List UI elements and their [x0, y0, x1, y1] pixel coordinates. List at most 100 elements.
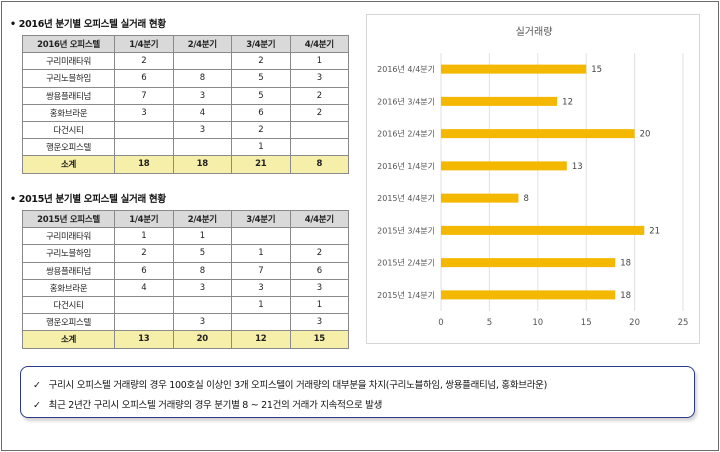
table-cell — [231, 313, 291, 332]
table-cell: 3 — [172, 86, 232, 105]
column-header: 2/4분기 — [172, 34, 232, 54]
total-label: 소계 — [22, 155, 115, 174]
row-label: 행운오피스텔 — [22, 313, 115, 332]
table-row: 행운오피스텔 3 3 — [22, 313, 349, 332]
total-cell: 20 — [172, 330, 232, 349]
table-cell: 3 — [289, 278, 349, 297]
table-2015: 2015년 오피스텔 1/4분기 2/4분기 3/4분기 4/4분기 구리미래타워 1 1 구리… — [22, 209, 349, 349]
y-tick-label: 2016년 1/4분기 — [377, 161, 435, 171]
table-cell: 6 — [114, 261, 174, 280]
bar — [441, 64, 587, 74]
table-cell: 3 — [289, 69, 349, 88]
column-header: 3/4분기 — [231, 209, 291, 229]
table-cell — [289, 138, 349, 157]
row-label: 구리미래타워 — [22, 52, 115, 71]
data-label: 21 — [649, 226, 660, 236]
table-cell: 7 — [231, 261, 291, 280]
table-row: 홍화브라운 4 3 3 3 — [22, 278, 349, 297]
y-tick-label: 2016년 4/4분기 — [377, 64, 435, 74]
row-label: 구리미래타워 — [22, 227, 115, 246]
column-header: 3/4분기 — [231, 34, 291, 54]
table-cell: 2 — [289, 86, 349, 105]
table-cell: 4 — [172, 103, 232, 122]
table-cell — [172, 138, 232, 157]
bar — [441, 193, 519, 203]
data-label: 13 — [572, 162, 583, 172]
table-cell: 6 — [231, 103, 291, 122]
bar — [441, 161, 567, 171]
y-tick-label: 2015년 4/4분기 — [377, 193, 435, 203]
row-label: 쌍용플래티넘 — [22, 261, 115, 280]
bullet-icon: • — [10, 194, 16, 205]
table-cell: 2 — [289, 244, 349, 263]
table-row: 구리노블하임 2 5 1 2 — [22, 244, 349, 263]
table-cell — [114, 120, 174, 140]
table-cell: 1 — [231, 138, 291, 157]
column-header: 1/4분기 — [114, 209, 174, 229]
table-cell: 7 — [114, 86, 174, 105]
row-label: 구리노블하임 — [22, 69, 115, 88]
row-label: 다건시티 — [22, 295, 115, 315]
total-cell: 13 — [114, 330, 174, 349]
table-cell: 3 — [172, 120, 232, 140]
bar — [441, 129, 635, 139]
bar — [441, 96, 558, 106]
table-cell — [114, 138, 174, 157]
table-total-row: 소계 18 18 21 8 — [22, 155, 349, 174]
row-label: 홍화브라운 — [22, 278, 115, 297]
table-cell: 3 — [114, 103, 174, 122]
total-cell: 8 — [289, 155, 349, 174]
data-label: 15 — [591, 65, 602, 75]
chart-panel: 실거래량 0 5 10 15 20 25 2016년 4/4분기 15 2016년 3/4분기 12… — [366, 14, 700, 344]
row-label: 쌍용플래티넘 — [22, 86, 115, 105]
bullet-icon: • — [10, 19, 16, 30]
table-cell — [289, 227, 349, 246]
table-cell — [114, 295, 174, 315]
column-header: 1/4분기 — [114, 34, 174, 54]
total-label: 소계 — [22, 330, 115, 349]
data-label: 8 — [523, 194, 528, 204]
table-cell: 8 — [172, 69, 232, 88]
data-label: 18 — [620, 291, 631, 301]
data-label: 12 — [562, 97, 573, 107]
column-header: 2/4분기 — [172, 209, 232, 229]
column-header: 4/4분기 — [289, 209, 349, 229]
table-cell: 2 — [114, 52, 174, 71]
row-label: 행운오피스텔 — [22, 138, 115, 157]
x-tick-label: 25 — [678, 318, 689, 328]
table-cell: 3 — [172, 278, 232, 297]
table-cell: 1 — [172, 227, 232, 246]
table-row: 구리노블하임 6 8 5 3 — [22, 69, 349, 88]
table-cell: 5 — [231, 86, 291, 105]
table-cell: 2 — [114, 244, 174, 263]
table-cell: 5 — [172, 244, 232, 263]
table-cell: 5 — [231, 69, 291, 88]
x-tick-label: 0 — [438, 318, 443, 328]
table-cell — [172, 52, 232, 71]
table-cell: 1 — [114, 227, 174, 246]
table-row: 다건시티 3 2 — [22, 120, 349, 140]
table-cell: 3 — [231, 278, 291, 297]
total-cell: 18 — [114, 155, 174, 174]
table-cell — [172, 295, 232, 315]
x-tick-label: 20 — [629, 318, 640, 328]
bar — [441, 258, 616, 268]
chart-title: 실거래량 — [516, 26, 553, 38]
table-cell: 1 — [289, 295, 349, 315]
bar-chart: 실거래량 0 5 10 15 20 25 2016년 4/4분기 15 2016년 3/4분기 12… — [377, 26, 689, 328]
x-tick-label: 5 — [487, 318, 492, 328]
y-tick-label: 2015년 3/4분기 — [377, 225, 435, 235]
table-row: 다건시티 1 1 — [22, 295, 349, 315]
table-cell: 1 — [231, 295, 291, 315]
check-icon: ✓ — [33, 380, 41, 391]
x-tick-label: 10 — [532, 318, 543, 328]
table-cell — [289, 120, 349, 140]
total-cell: 18 — [172, 155, 232, 174]
table-cell: 2 — [231, 52, 291, 71]
y-tick-label: 2016년 3/4분기 — [377, 96, 435, 106]
row-label: 다건시티 — [22, 120, 115, 140]
table-cell — [114, 313, 174, 332]
column-header: 2015년 오피스텔 — [22, 209, 115, 229]
table-total-row: 소계 13 20 12 15 — [22, 330, 349, 349]
